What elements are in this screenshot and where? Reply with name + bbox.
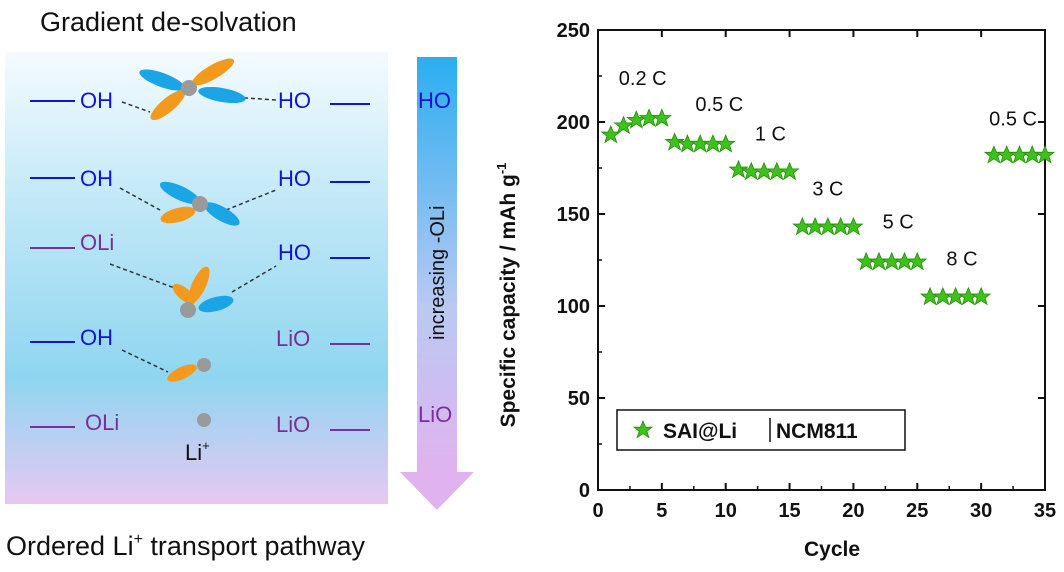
interaction-dashes: [109, 263, 277, 293]
x-tick-label: 5: [656, 500, 667, 522]
y-tick-label: 150: [557, 204, 590, 226]
solvent-molecule: [139, 58, 246, 121]
y-tick-label: 200: [557, 112, 590, 134]
group-label: OH: [80, 166, 113, 191]
rate-label: 0.5 C: [989, 109, 1037, 131]
x-tick-label: 0: [592, 500, 603, 522]
rate-label: 0.5 C: [695, 94, 743, 116]
y-tick-label: 250: [557, 20, 590, 42]
rate-label: 3 C: [812, 179, 843, 201]
group-label: HO: [278, 240, 311, 265]
data-point-star: [907, 252, 927, 270]
group-label: LiO: [276, 412, 310, 437]
x-tick-label: 15: [778, 500, 800, 522]
solvent-molecule: [167, 358, 211, 382]
arrow-row-label-bottom: LiO: [418, 402, 452, 427]
rate-label: 1 C: [755, 123, 786, 145]
schematic-caption: Ordered Li+ transport pathway: [6, 531, 366, 561]
data-point-star: [652, 108, 672, 127]
rate-label: 8 C: [946, 249, 977, 271]
schematic-panel: Gradient de-solvation increasing -OLi HO…: [5, 7, 474, 561]
group-label: HO: [278, 166, 311, 191]
group-label: OH: [80, 325, 113, 350]
data-point-star: [716, 134, 736, 153]
legend: SAI@Li NCM811: [616, 409, 906, 451]
arrow-label: increasing -OLi: [427, 205, 449, 340]
data-points: [601, 108, 1055, 305]
group-label: OLi: [80, 230, 114, 255]
x-axis-title: Cycle: [804, 538, 860, 561]
rate-label: 5 C: [883, 212, 914, 234]
data-point-star: [780, 162, 800, 180]
y-tick-label: 0: [579, 480, 590, 502]
x-tick-label: 35: [1034, 500, 1056, 522]
legend-label-b: NCM811: [776, 420, 858, 443]
solvent-molecule: [172, 266, 234, 318]
legend-box: [616, 409, 906, 451]
rate-label: 0.2 C: [619, 68, 667, 90]
solvent-molecule: [159, 181, 240, 226]
arrow-row-label-top: HO: [418, 88, 451, 113]
li-ion-icon: [197, 413, 211, 427]
group-label: LiO: [276, 326, 310, 351]
group-label: OH: [80, 88, 113, 113]
y-axis-title: Specific capacity / mAh g-1: [494, 163, 520, 428]
legend-label-a: SAI@Li: [663, 420, 737, 443]
x-tick-label: 20: [842, 500, 864, 522]
li-ion-label: Li+: [185, 438, 210, 465]
interaction-dashes: [121, 349, 169, 373]
gradient-arrow-shaft: [417, 57, 457, 472]
group-label: OLi: [85, 410, 119, 435]
capacity-chart: 0 5 10 15 20 25 30 35 0 50 100 150 200 250 0.2 C 0.5 C…: [494, 20, 1057, 561]
x-tick-label: 25: [906, 500, 928, 522]
x-tick-label: 30: [970, 500, 992, 522]
interaction-dashes: [119, 187, 277, 211]
axes: 0 5 10 15 20 25 30 35 0 50 100 150 200 250: [557, 20, 1057, 522]
schematic-title: Gradient de-solvation: [40, 7, 297, 37]
data-point-star: [843, 217, 863, 235]
x-tick-label: 10: [715, 500, 737, 522]
y-tick-label: 100: [557, 296, 590, 318]
rate-annotations: 0.2 C 0.5 C 1 C 3 C 5 C 8 C 0.5 C: [619, 68, 1037, 270]
gradient-arrow-head: [400, 472, 474, 510]
data-point-star: [601, 125, 621, 143]
data-point-star: [971, 287, 991, 305]
group-label: HO: [278, 88, 311, 113]
y-tick-label: 50: [568, 388, 590, 410]
